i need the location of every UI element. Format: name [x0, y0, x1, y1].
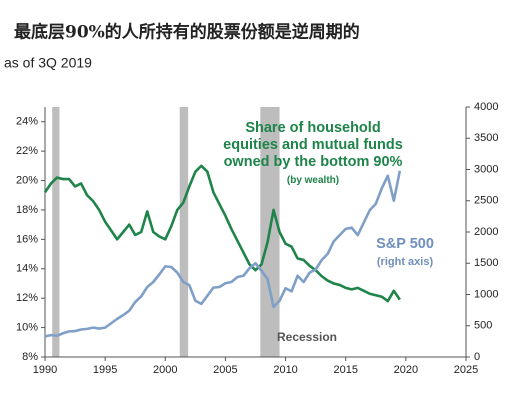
- y2-tick-label: 3500: [474, 132, 498, 144]
- y2-tick-label: 3000: [474, 163, 498, 175]
- y2-tick-label: 4000: [474, 101, 498, 113]
- chart-subtitle: as of 3Q 2019: [4, 55, 92, 71]
- y-tick-label: 24%: [16, 116, 38, 128]
- y-tick-label: 8%: [22, 351, 38, 363]
- y-tick-label: 18%: [16, 204, 38, 216]
- y-tick-label: 14%: [16, 263, 38, 275]
- x-tick-label: 2025: [454, 364, 478, 376]
- x-tick-label: 2015: [333, 364, 357, 376]
- x-tick-label: 1995: [93, 364, 117, 376]
- y2-tick-label: 2000: [474, 226, 498, 238]
- y-tick-label: 22%: [16, 145, 38, 157]
- chart-title: 最底层90%的人所持有的股票份额是逆周期的: [14, 22, 360, 43]
- plot: 8% 10% 12% 14% 16% 18% 20% 22% 24% 0 500 1000 1500 20…: [16, 101, 499, 376]
- recession-band: [52, 107, 60, 357]
- x-tick-label: 1990: [33, 364, 57, 376]
- series-label: Share of household equities and mutual f…: [223, 120, 403, 170]
- series-label: S&P 500: [376, 236, 434, 252]
- x-tick-label: 2020: [394, 364, 418, 376]
- series-note: (by wealth): [286, 175, 340, 186]
- recession-label: Recession: [276, 330, 338, 344]
- y2-tick-label: 500: [474, 320, 492, 332]
- series-note: (right axis): [376, 256, 434, 268]
- y-tick-label: 20%: [16, 174, 38, 186]
- x-tick-label: 2005: [213, 364, 237, 376]
- y2-tick-label: 1500: [474, 257, 498, 269]
- y2-tick-label: 0: [474, 351, 480, 363]
- recession-band: [179, 107, 189, 357]
- x-tick-label: 2000: [153, 364, 177, 376]
- x-tick-label: 2010: [273, 364, 297, 376]
- y-tick-label: 16%: [16, 233, 38, 245]
- y-tick-label: 10%: [16, 321, 38, 333]
- series-line: [43, 164, 401, 303]
- y2-tick-label: 2500: [474, 195, 498, 207]
- y2-tick-label: 1000: [474, 288, 498, 300]
- series-line: [44, 170, 402, 338]
- y-tick-label: 12%: [16, 292, 38, 304]
